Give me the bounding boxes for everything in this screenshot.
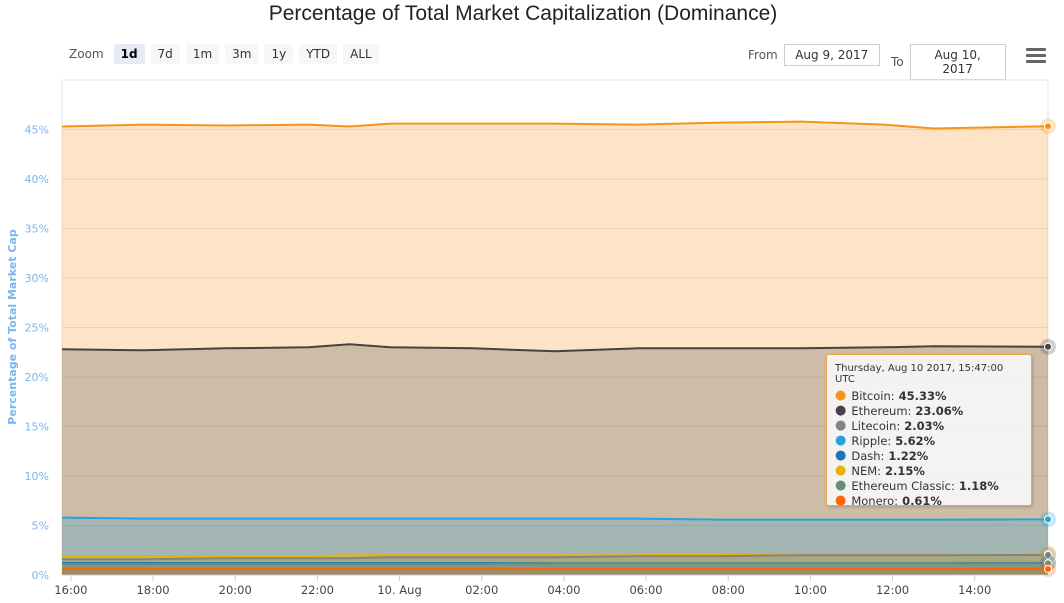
to-date-input[interactable]: Aug 10, 2017 — [909, 44, 1006, 80]
ripple-area — [62, 517, 1048, 575]
zoom-all-button[interactable]: ALL — [343, 44, 379, 64]
series-dot-icon: ● — [835, 478, 847, 493]
zoom-1d-button[interactable]: 1d — [113, 44, 145, 64]
ethereum-line — [61, 343, 1049, 353]
tooltip-series-name: Ethereum: — [851, 403, 912, 418]
series-dot-icon: ● — [835, 433, 847, 448]
tooltip: Thursday, Aug 10 2017, 15:47:00 UTC ● Bit… — [826, 354, 1032, 508]
litecoin-marker[interactable] — [1044, 550, 1052, 559]
zoom-ytd-button[interactable]: YTD — [299, 44, 338, 64]
tooltip-row: ● Bitcoin: 45.33% — [835, 388, 1023, 403]
tooltip-series-name: Litecoin: — [851, 418, 901, 433]
x-tick-label: 14:00 — [958, 583, 991, 597]
y-tick-label: 15% — [25, 421, 49, 434]
tooltip-row: ● Ripple: 5.62% — [835, 433, 1023, 448]
series-dot-icon: ● — [835, 403, 847, 418]
tooltip-series-name: Bitcoin: — [851, 388, 895, 403]
to-label: To — [891, 55, 904, 69]
y-tick-label: 40% — [25, 173, 49, 186]
ripple-line — [61, 516, 1049, 521]
y-tick-label: 5% — [32, 520, 49, 533]
tooltip-series-value: 2.15% — [885, 463, 925, 478]
y-tick-label: 0% — [32, 569, 49, 582]
tooltip-row: ● Ethereum Classic: 1.18% — [835, 478, 1023, 493]
y-tick-label: 20% — [25, 371, 49, 384]
x-tick-label: 02:00 — [465, 583, 498, 597]
bitcoin-marker[interactable] — [1044, 122, 1052, 131]
x-tick-label: 20:00 — [219, 583, 252, 597]
ripple-marker[interactable] — [1044, 515, 1052, 524]
x-tick-label: 18:00 — [136, 583, 169, 597]
series-areas — [62, 121, 1048, 575]
x-tick-label: 08:00 — [712, 583, 745, 597]
x-tick-label: 16:00 — [54, 583, 87, 597]
x-tick-label: 04:00 — [547, 583, 580, 597]
tooltip-row: ● Litecoin: 2.03% — [835, 418, 1023, 433]
tooltip-series-value: 5.62% — [895, 433, 936, 448]
litecoin-line — [62, 553, 1049, 561]
chart-title: Percentage of Total Market Capitalizatio… — [268, 2, 778, 25]
series-markers — [1040, 118, 1056, 577]
x-tick-label: 10:00 — [794, 583, 827, 597]
tooltip-series-name: NEM: — [851, 463, 882, 478]
tooltip-row: ● Dash: 1.22% — [835, 448, 1023, 463]
zoom-7d-button[interactable]: 7d — [150, 44, 180, 64]
zoom-1m-button[interactable]: 1m — [185, 44, 220, 64]
series-dot-icon: ● — [835, 388, 847, 403]
ethereum-marker[interactable] — [1044, 342, 1052, 351]
y-tick-label: 10% — [25, 470, 49, 483]
x-axis-ticks: 16:00 18:00 20:00 22:00 10. Aug 02:00 04:00 06:… — [54, 574, 1048, 597]
x-tick-label: 06:00 — [629, 583, 662, 597]
bitcoin-line — [61, 120, 1049, 130]
tooltip-series-value: 1.18% — [958, 478, 999, 493]
tooltip-series-value: 1.22% — [888, 448, 929, 463]
tooltip-rows: ● Bitcoin: 45.33% ● Ethereum: 23.06% ● Litecoin… — [835, 388, 1023, 508]
x-tick-label: 10. Aug — [377, 583, 421, 597]
tooltip-series-value: 0.61% — [902, 493, 942, 508]
x-tick-label: 22:00 — [301, 583, 334, 597]
tooltip-series-value: 23.06% — [915, 403, 964, 418]
tooltip-row: ● NEM: 2.15% — [835, 463, 1023, 478]
series-dot-icon: ● — [835, 463, 847, 478]
ethereum-classic-line — [62, 562, 1049, 566]
y-tick-label: 45% — [25, 124, 49, 137]
tooltip-series-name: Dash: — [851, 448, 885, 463]
tooltip-row: ● Ethereum: 23.06% — [835, 403, 1023, 418]
x-tick-label: 12:00 — [876, 583, 909, 597]
ethereum-area — [62, 344, 1048, 575]
y-axis-label: Percentage of Total Market Cap — [6, 229, 19, 425]
y-axis-ticks: 0% 5% 10% 15% 20% 25% 30% 35% 40% 45% — [25, 124, 49, 583]
tooltip-row: ● Monero: 0.61% — [835, 493, 1023, 508]
y-tick-label: 35% — [25, 223, 49, 236]
tooltip-series-value: 45.33% — [898, 388, 947, 403]
zoom-1y-button[interactable]: 1y — [264, 44, 294, 64]
tooltip-date: Thursday, Aug 10 2017, 15:47:00 UTC — [835, 363, 1004, 385]
tooltip-series-name: Monero: — [851, 493, 899, 508]
series-dot-icon: ● — [835, 418, 847, 433]
nem-line — [62, 552, 1049, 558]
monero-marker[interactable] — [1044, 564, 1052, 573]
series-lines — [61, 120, 1049, 571]
series-dot-icon: ● — [835, 448, 847, 463]
series-dot-icon: ● — [835, 493, 847, 508]
tooltip-series-value: 2.03% — [904, 418, 945, 433]
hamburger-menu-icon[interactable] — [1026, 48, 1046, 64]
zoom-label: Zoom — [69, 47, 104, 61]
monero-area — [62, 569, 1048, 575]
y-tick-label: 25% — [25, 322, 49, 335]
range-from: From Aug 9, 2017 — [748, 44, 880, 66]
zoom-bar: Zoom 1d 7d 1m 3m 1y YTD ALL — [69, 44, 379, 64]
y-tick-label: 30% — [25, 272, 49, 285]
zoom-3m-button[interactable]: 3m — [225, 44, 259, 64]
from-date-input[interactable]: Aug 9, 2017 — [783, 44, 880, 66]
range-to: To Aug 10, 2017 — [891, 44, 1006, 80]
tooltip-series-name: Ethereum Classic: — [851, 478, 955, 493]
bitcoin-area — [62, 121, 1048, 575]
from-label: From — [748, 48, 778, 62]
tooltip-series-name: Ripple: — [851, 433, 892, 448]
